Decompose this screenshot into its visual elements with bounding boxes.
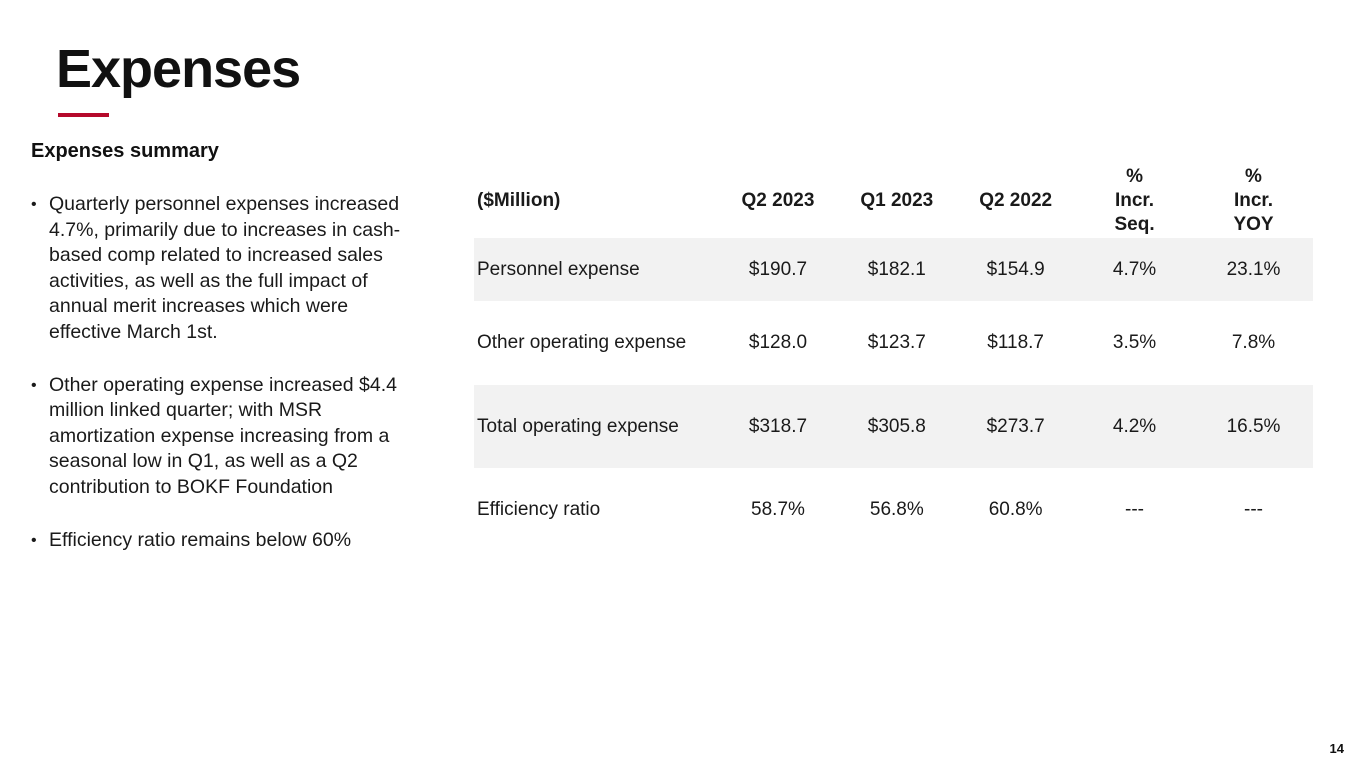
row-label: Efficiency ratio <box>477 499 601 520</box>
table-cell: $273.7 <box>956 385 1076 468</box>
title-underline <box>58 113 109 117</box>
table-cell: 16.5% <box>1194 385 1313 468</box>
table-row: Personnel expense $190.7 $182.1 $154.9 4… <box>474 238 1313 301</box>
table-row: Total operating expense $318.7 $305.8 $2… <box>474 385 1313 468</box>
summary-bullet: Efficiency ratio remains below 60% <box>31 528 401 554</box>
header-cell-q1-2023: Q1 2023 <box>860 190 934 211</box>
page-title: Expenses <box>56 39 301 99</box>
header-cell-incr-seq: % Incr. Seq. <box>1114 166 1155 235</box>
table-cell: $128.0 <box>748 332 808 353</box>
table-cell: $190.7 <box>718 238 838 301</box>
table-header-row: ($Million) Q2 2023 Q1 2023 Q2 2022 % Inc… <box>474 164 1313 238</box>
header-cell-units: ($Million) <box>477 190 561 211</box>
summary-bullet-list: Quarterly personnel expenses increased 4… <box>31 192 401 580</box>
header-cell-incr-yoy: % Incr. YOY <box>1233 166 1274 235</box>
table-cell: --- <box>1244 499 1263 520</box>
table-cell: 3.5% <box>1112 332 1157 353</box>
table-cell: --- <box>1125 499 1145 520</box>
summary-heading: Expenses summary <box>31 140 219 162</box>
header-cell-q2-2023: Q2 2023 <box>741 190 815 211</box>
page-number: 14 <box>1329 741 1344 756</box>
table-cell: 58.7% <box>751 499 805 520</box>
table-cell: 23.1% <box>1194 238 1313 301</box>
table-cell: $154.9 <box>956 238 1076 301</box>
table-cell: $305.8 <box>837 385 957 468</box>
summary-bullet: Quarterly personnel expenses increased 4… <box>31 192 401 346</box>
table-cell: 7.8% <box>1231 332 1276 353</box>
row-label: Other operating expense <box>477 332 687 353</box>
row-label: Personnel expense <box>474 238 719 301</box>
row-label: Total operating expense <box>474 385 719 468</box>
table-cell: $118.7 <box>987 332 1044 353</box>
table-cell: $182.1 <box>837 238 957 301</box>
table-row: Other operating expense $128.0 $123.7 $1… <box>474 301 1313 385</box>
table-row: Efficiency ratio 58.7% 56.8% 60.8% --- -… <box>474 468 1313 552</box>
table-cell: 56.8% <box>869 499 924 520</box>
table-cell: 4.2% <box>1075 385 1194 468</box>
table-cell: 4.7% <box>1075 238 1194 301</box>
header-cell-q2-2022: Q2 2022 <box>979 190 1053 211</box>
summary-bullet: Other operating expense increased $4.4 m… <box>31 373 401 501</box>
table-cell: 60.8% <box>988 499 1043 520</box>
expenses-table: ($Million) Q2 2023 Q1 2023 Q2 2022 % Inc… <box>474 164 1313 552</box>
table-cell: $123.7 <box>867 332 926 353</box>
table-cell: $318.7 <box>718 385 838 468</box>
